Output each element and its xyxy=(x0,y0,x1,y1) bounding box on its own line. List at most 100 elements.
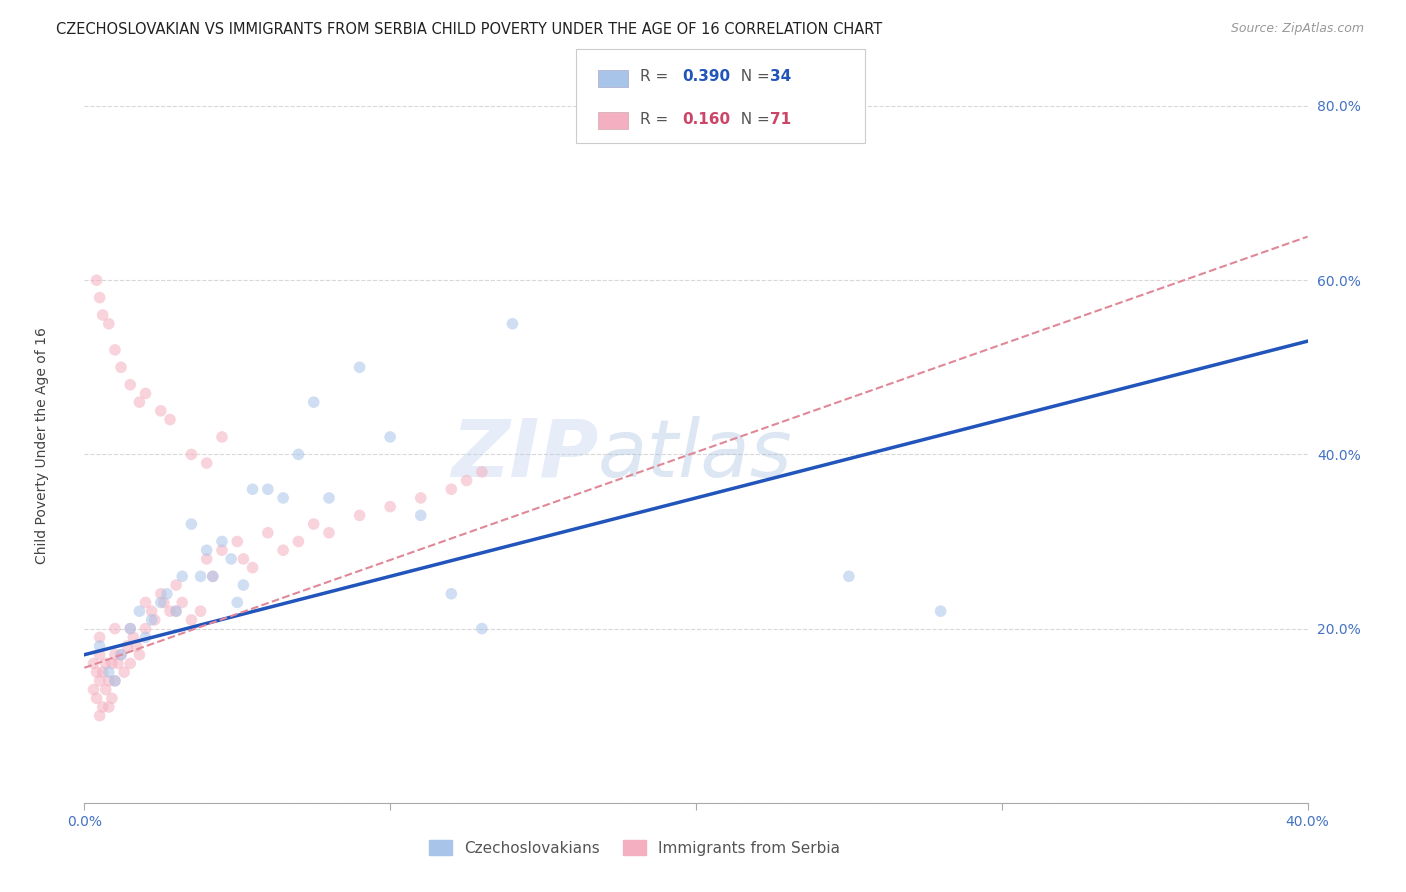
Point xyxy=(89,648,111,662)
Point xyxy=(110,648,132,662)
Text: N =: N = xyxy=(731,70,775,85)
Point xyxy=(502,317,524,331)
Point xyxy=(180,613,202,627)
Point xyxy=(135,622,157,636)
Point xyxy=(149,595,172,609)
Point xyxy=(211,543,233,558)
Point xyxy=(271,491,294,505)
Point xyxy=(135,630,157,644)
Point xyxy=(135,595,157,609)
Point xyxy=(380,430,402,444)
Point xyxy=(128,648,150,662)
Point xyxy=(91,700,114,714)
Point xyxy=(318,525,340,540)
Point xyxy=(165,578,187,592)
Point xyxy=(91,308,114,322)
Point xyxy=(302,517,325,532)
Point xyxy=(195,456,218,470)
Point xyxy=(180,517,202,532)
Point xyxy=(83,682,105,697)
Text: R =: R = xyxy=(640,70,673,85)
Point xyxy=(86,665,108,680)
Point xyxy=(165,604,187,618)
Point xyxy=(190,569,212,583)
Legend: Czechoslovakians, Immigrants from Serbia: Czechoslovakians, Immigrants from Serbia xyxy=(423,834,846,862)
Text: Child Poverty Under the Age of 16: Child Poverty Under the Age of 16 xyxy=(35,327,49,565)
Text: Source: ZipAtlas.com: Source: ZipAtlas.com xyxy=(1230,22,1364,36)
Text: 34: 34 xyxy=(770,70,792,85)
Point xyxy=(242,560,264,574)
Point xyxy=(929,604,952,618)
Text: CZECHOSLOVAKIAN VS IMMIGRANTS FROM SERBIA CHILD POVERTY UNDER THE AGE OF 16 CORR: CZECHOSLOVAKIAN VS IMMIGRANTS FROM SERBI… xyxy=(56,22,883,37)
Point xyxy=(89,639,111,653)
Point xyxy=(97,673,120,688)
Point xyxy=(257,525,280,540)
Point xyxy=(143,613,166,627)
Point xyxy=(120,657,142,671)
Point xyxy=(409,508,432,523)
Text: atlas: atlas xyxy=(598,416,793,494)
Point xyxy=(201,569,224,583)
Point xyxy=(89,673,111,688)
Point xyxy=(94,657,117,671)
Text: 71: 71 xyxy=(770,112,792,127)
Point xyxy=(141,604,163,618)
Text: ZIP: ZIP xyxy=(451,416,598,494)
Point xyxy=(226,534,249,549)
Point xyxy=(101,657,124,671)
Point xyxy=(195,543,218,558)
Point xyxy=(97,700,120,714)
Point xyxy=(122,630,145,644)
Point xyxy=(86,691,108,706)
Point xyxy=(135,386,157,401)
Point xyxy=(120,622,142,636)
Point xyxy=(232,578,254,592)
Point xyxy=(349,508,371,523)
Point xyxy=(89,291,111,305)
Point xyxy=(89,630,111,644)
Point xyxy=(257,482,280,496)
Point xyxy=(471,622,494,636)
Point xyxy=(112,665,135,680)
Point xyxy=(159,604,181,618)
Point xyxy=(838,569,860,583)
Point xyxy=(128,395,150,409)
Point xyxy=(104,673,127,688)
Point xyxy=(110,648,132,662)
Text: R =: R = xyxy=(640,112,673,127)
Point xyxy=(318,491,340,505)
Point xyxy=(380,500,402,514)
Point xyxy=(211,534,233,549)
Point xyxy=(128,604,150,618)
Point xyxy=(104,648,127,662)
Point xyxy=(195,552,218,566)
Point xyxy=(440,482,463,496)
Text: N =: N = xyxy=(731,112,775,127)
Point xyxy=(89,708,111,723)
Point xyxy=(172,595,194,609)
Point xyxy=(91,665,114,680)
Point xyxy=(165,604,187,618)
Point xyxy=(211,430,233,444)
Point xyxy=(440,587,463,601)
Point xyxy=(409,491,432,505)
Point xyxy=(97,665,120,680)
Point xyxy=(94,682,117,697)
Point xyxy=(226,595,249,609)
Point xyxy=(302,395,325,409)
Text: 0.390: 0.390 xyxy=(682,70,730,85)
Point xyxy=(471,465,494,479)
Point xyxy=(149,587,172,601)
Point xyxy=(271,543,294,558)
Point xyxy=(287,534,309,549)
Point xyxy=(83,657,105,671)
Point xyxy=(153,595,176,609)
Point xyxy=(104,343,127,357)
Point xyxy=(120,377,142,392)
Point xyxy=(115,639,138,653)
Point xyxy=(141,613,163,627)
Point xyxy=(180,447,202,461)
Point xyxy=(110,360,132,375)
Point xyxy=(86,273,108,287)
Point xyxy=(104,622,127,636)
